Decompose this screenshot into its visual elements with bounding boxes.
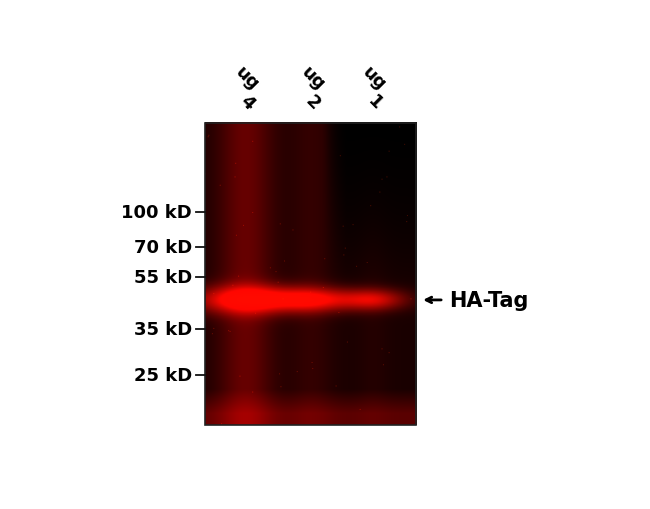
Text: 55 kD: 55 kD (134, 268, 192, 286)
Text: 2: 2 (302, 92, 324, 113)
Text: ug: ug (298, 63, 328, 94)
Text: 25 kD: 25 kD (134, 366, 192, 384)
Text: 70 kD: 70 kD (134, 239, 192, 257)
Text: 1: 1 (363, 92, 385, 113)
Text: 35 kD: 35 kD (134, 321, 192, 338)
Text: HA-Tag: HA-Tag (449, 290, 528, 310)
Bar (205, 124, 416, 426)
Text: 4: 4 (237, 92, 258, 113)
Text: ug: ug (359, 63, 390, 94)
Text: ug: ug (232, 63, 263, 94)
Text: 100 kD: 100 kD (122, 204, 192, 222)
